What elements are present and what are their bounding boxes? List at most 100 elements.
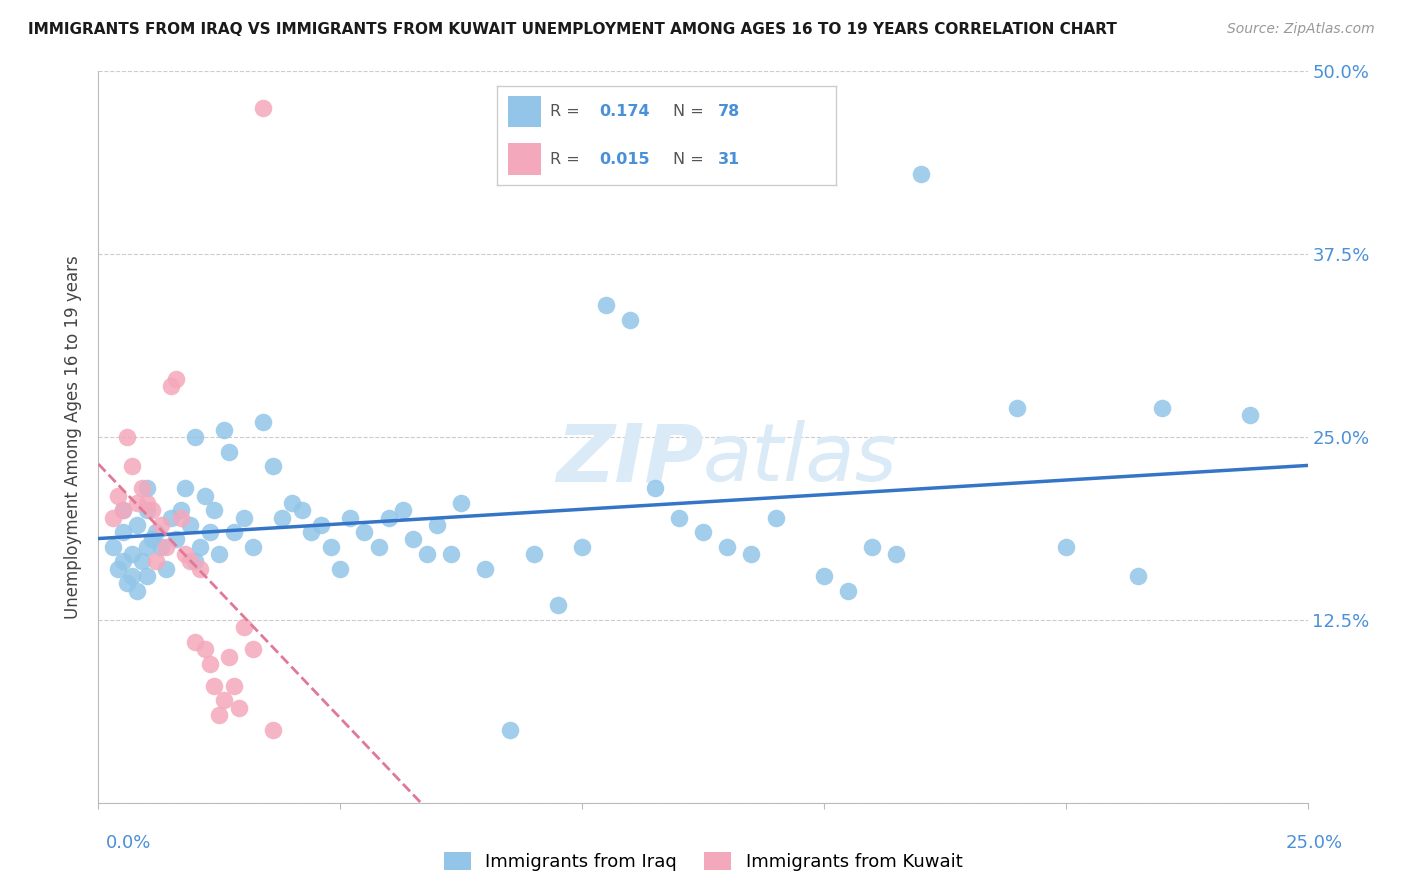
Point	[184, 554, 207, 568]
Text: IMMIGRANTS FROM IRAQ VS IMMIGRANTS FROM KUWAIT UNEMPLOYMENT AMONG AGES 16 TO 19 : IMMIGRANTS FROM IRAQ VS IMMIGRANTS FROM …	[28, 22, 1116, 37]
Point	[121, 569, 143, 583]
Point	[117, 430, 139, 444]
Point	[135, 481, 157, 495]
Point	[135, 569, 157, 583]
Point	[271, 510, 294, 524]
Point	[179, 554, 201, 568]
Point	[813, 569, 835, 583]
Point	[281, 496, 304, 510]
Point	[174, 547, 197, 561]
Point	[111, 525, 134, 540]
Point	[194, 489, 217, 503]
Point	[339, 510, 361, 524]
Point	[174, 481, 197, 495]
Point	[353, 525, 375, 540]
Point	[426, 517, 449, 532]
Point	[498, 723, 520, 737]
Point	[290, 503, 312, 517]
Point	[242, 540, 264, 554]
Point	[765, 510, 787, 524]
Point	[392, 503, 415, 517]
Point	[212, 693, 235, 707]
Point	[242, 642, 264, 657]
Point	[145, 554, 167, 568]
Point	[377, 510, 399, 524]
Point	[440, 547, 463, 561]
Point	[1152, 401, 1174, 415]
Point	[184, 635, 207, 649]
Legend: Immigrants from Iraq, Immigrants from Kuwait: Immigrants from Iraq, Immigrants from Ku…	[436, 845, 970, 879]
Point	[716, 540, 738, 554]
Point	[127, 496, 149, 510]
Point	[218, 649, 240, 664]
Point	[145, 525, 167, 540]
Point	[547, 599, 569, 613]
Point	[910, 167, 932, 181]
Point	[232, 620, 254, 634]
Point	[1007, 401, 1029, 415]
Point	[368, 540, 391, 554]
Point	[179, 517, 201, 532]
Point	[155, 540, 177, 554]
Point	[212, 423, 235, 437]
Point	[169, 510, 191, 524]
Point	[886, 547, 908, 561]
Point	[252, 416, 274, 430]
Point	[571, 540, 593, 554]
Point	[692, 525, 714, 540]
Point	[107, 562, 129, 576]
Point	[402, 533, 425, 547]
Point	[155, 562, 177, 576]
Point	[837, 583, 859, 598]
Point	[165, 533, 187, 547]
Text: Source: ZipAtlas.com: Source: ZipAtlas.com	[1227, 22, 1375, 37]
Point	[262, 459, 284, 474]
Point	[111, 503, 134, 517]
Point	[135, 540, 157, 554]
Point	[208, 547, 231, 561]
Point	[204, 679, 226, 693]
Point	[860, 540, 883, 554]
Point	[188, 562, 211, 576]
Point	[141, 503, 163, 517]
Point	[169, 503, 191, 517]
Point	[127, 583, 149, 598]
Point	[228, 700, 250, 714]
Point	[184, 430, 207, 444]
Y-axis label: Unemployment Among Ages 16 to 19 years: Unemployment Among Ages 16 to 19 years	[65, 255, 83, 619]
Point	[165, 371, 187, 385]
Point	[523, 547, 546, 561]
Point	[198, 525, 221, 540]
Point	[474, 562, 496, 576]
Point	[668, 510, 690, 524]
Point	[198, 657, 221, 671]
Point	[262, 723, 284, 737]
Point	[1128, 569, 1150, 583]
Point	[222, 679, 245, 693]
Point	[222, 525, 245, 540]
Point	[135, 503, 157, 517]
Point	[319, 540, 342, 554]
Point	[309, 517, 332, 532]
Point	[208, 708, 231, 723]
Text: ZIP: ZIP	[555, 420, 703, 498]
Point	[204, 503, 226, 517]
Point	[416, 547, 439, 561]
Text: 0.0%: 0.0%	[105, 834, 150, 852]
Point	[160, 379, 183, 393]
Point	[141, 533, 163, 547]
Point	[252, 101, 274, 115]
Point	[117, 576, 139, 591]
Point	[111, 554, 134, 568]
Point	[131, 554, 153, 568]
Point	[1239, 408, 1261, 422]
Point	[232, 510, 254, 524]
Point	[121, 459, 143, 474]
Point	[160, 510, 183, 524]
Point	[450, 496, 472, 510]
Point	[127, 517, 149, 532]
Point	[299, 525, 322, 540]
Point	[150, 517, 173, 532]
Point	[101, 510, 124, 524]
Point	[150, 540, 173, 554]
